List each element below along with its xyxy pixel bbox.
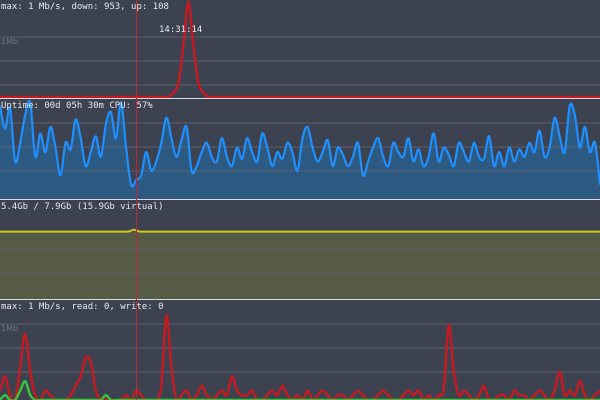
- network-divider: [0, 98, 600, 99]
- disk-scale-label: 1Mb: [1, 324, 19, 333]
- time-cursor-line[interactable]: [136, 0, 137, 400]
- cpu-usage-line: [0, 99, 600, 188]
- cpu-divider: [0, 199, 600, 200]
- cpu-area-fill: [0, 100, 600, 199]
- disk-read-line: [0, 314, 600, 400]
- memory-graph: [0, 228, 600, 299]
- cpu-title: Uptime: 00d 05h 30m CPU: 57%: [1, 101, 153, 111]
- network-graph: [0, 0, 600, 98]
- cpu-panel: Uptime: 00d 05h 30m CPU: 57%: [0, 99, 600, 199]
- disk-title: max: 1 Mb/s, read: 0, write: 0: [1, 302, 164, 312]
- network-title: max: 1 Mb/s, down: 953, up: 108: [1, 2, 169, 12]
- disk-graph: [0, 314, 600, 400]
- memory-divider: [0, 299, 600, 300]
- memory-panel: 5.4Gb / 7.9Gb (15.9Gb virtual): [0, 200, 600, 299]
- network-scale-label: 1Mb: [1, 37, 19, 46]
- memory-usage-line: [0, 228, 600, 233]
- memory-area-fill: [0, 231, 600, 299]
- disk-panel: max: 1 Mb/s, read: 0, write: 0 1Mb: [0, 300, 600, 400]
- network-panel: max: 1 Mb/s, down: 953, up: 108 1Mb: [0, 0, 600, 98]
- cpu-graph: [0, 99, 600, 199]
- network-down-line: [0, 0, 600, 98]
- cursor-time-label: 14:31:14: [159, 25, 203, 35]
- memory-title: 5.4Gb / 7.9Gb (15.9Gb virtual): [1, 202, 164, 212]
